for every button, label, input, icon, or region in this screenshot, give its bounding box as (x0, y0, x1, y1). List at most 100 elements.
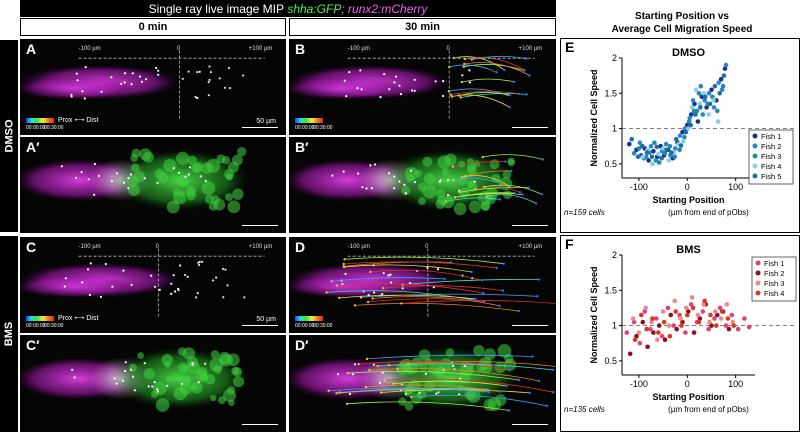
data-point (674, 326, 679, 332)
data-point (667, 333, 673, 339)
data-point (731, 323, 736, 328)
data-point (678, 143, 684, 148)
scale-bar (242, 126, 278, 128)
data-point (672, 154, 677, 160)
data-point (627, 351, 633, 357)
dist-label: Dist (86, 315, 99, 322)
data-point (692, 101, 697, 107)
data-point (632, 337, 638, 343)
time-colormap (26, 316, 54, 321)
time-colormap (295, 118, 323, 123)
x-axis-sublabel: (µm from end of pObs) (668, 208, 749, 217)
data-point (686, 126, 691, 131)
scale-bar (242, 324, 278, 326)
data-point (639, 312, 644, 318)
figure-title-bar: Single ray live image MIP shha:GFP; runx… (20, 0, 556, 17)
data-point (720, 83, 726, 89)
data-point (643, 305, 648, 311)
row-label-dmso: DMSO (0, 40, 18, 232)
x-tick-label: 100 (728, 182, 743, 192)
x-tick-label: -100 (630, 379, 648, 389)
y-tick-label: 1.5 (604, 285, 617, 295)
time-start-label: 00:00:00 (26, 323, 46, 329)
data-point (662, 151, 668, 156)
data-point (677, 147, 682, 153)
data-point (637, 340, 643, 346)
data-point (700, 112, 706, 117)
tick-plus100: +100 µm (518, 243, 543, 250)
data-point (677, 312, 682, 318)
prox-label: Prox (58, 117, 73, 124)
data-point (682, 126, 688, 131)
data-point (690, 305, 696, 311)
data-point (679, 323, 684, 328)
time-colormap (295, 316, 323, 321)
time-end-label: 00:30:00 (313, 323, 333, 329)
data-point (651, 330, 656, 335)
data-point (660, 309, 666, 314)
data-point (650, 161, 655, 167)
scale-bar (512, 224, 548, 226)
data-point (640, 154, 646, 160)
data-point (686, 309, 691, 314)
data-point (704, 105, 709, 110)
y-tick-label: 1 (612, 321, 617, 331)
image-panel-a: A -100 µm 0 +100 µm 50 µm 00:00:00 00:30:00 Pro… (20, 39, 286, 135)
panel-label-f: F (565, 236, 574, 252)
image-panel-b2: B′ (289, 137, 556, 233)
data-point (672, 298, 677, 304)
title-prefix: Single ray live image MIP (148, 1, 284, 16)
scale-bar-label: 50 µm (256, 118, 276, 125)
scale-bar (512, 324, 548, 326)
data-point (712, 316, 717, 321)
n-label: n=135 cells (564, 405, 605, 414)
x-axis-sublabel: (µm from end of pObs) (668, 405, 749, 414)
time-end-label: 00:30:00 (313, 125, 333, 131)
col-0-label: 0 min (138, 21, 168, 33)
data-point (650, 316, 655, 321)
data-point (688, 112, 694, 117)
data-point (665, 305, 671, 311)
data-point (713, 309, 718, 314)
data-point (691, 108, 697, 114)
data-point (630, 316, 636, 321)
time-start-label: 00:00:00 (26, 125, 46, 131)
legend-marker (752, 133, 758, 139)
data-point (677, 133, 683, 138)
data-point (631, 151, 637, 156)
image-panel-c2: C′ (20, 335, 286, 432)
data-point (716, 80, 721, 85)
y-tick-label: 2 (612, 250, 617, 260)
legend-marker (755, 260, 761, 266)
data-point (666, 323, 672, 328)
time-start-label: 00:00:00 (295, 125, 315, 131)
data-point (695, 119, 701, 124)
data-point (656, 330, 661, 335)
micrograph (289, 50, 535, 121)
data-point (723, 62, 729, 68)
plot-title: BMS (676, 244, 700, 256)
data-point (685, 122, 690, 128)
data-point (698, 83, 704, 89)
data-point (706, 326, 711, 332)
data-point (666, 158, 672, 163)
legend-label: Fish 3 (761, 152, 781, 161)
data-point (624, 330, 630, 335)
data-point (715, 119, 721, 124)
data-point (711, 98, 716, 103)
data-point (671, 323, 676, 328)
data-point (689, 105, 695, 110)
data-point (649, 319, 654, 325)
panel-label-c: C (26, 239, 37, 255)
data-point (652, 140, 657, 145)
data-point (661, 319, 667, 325)
scale-bar (242, 423, 278, 425)
micrograph (20, 50, 265, 121)
title-green: shha:GFP; (287, 1, 345, 16)
panel-label-b2: B′ (295, 139, 309, 155)
panel-label-a2: A′ (26, 139, 40, 155)
data-point (711, 105, 717, 110)
data-point (651, 148, 656, 154)
